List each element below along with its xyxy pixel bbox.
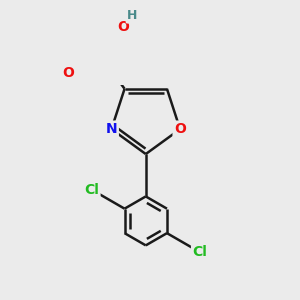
Text: Cl: Cl — [84, 183, 99, 196]
Text: O: O — [117, 20, 129, 34]
Text: Cl: Cl — [193, 245, 207, 259]
Text: N: N — [106, 122, 117, 136]
Text: O: O — [174, 122, 186, 136]
Text: O: O — [62, 65, 74, 80]
Text: H: H — [127, 9, 137, 22]
